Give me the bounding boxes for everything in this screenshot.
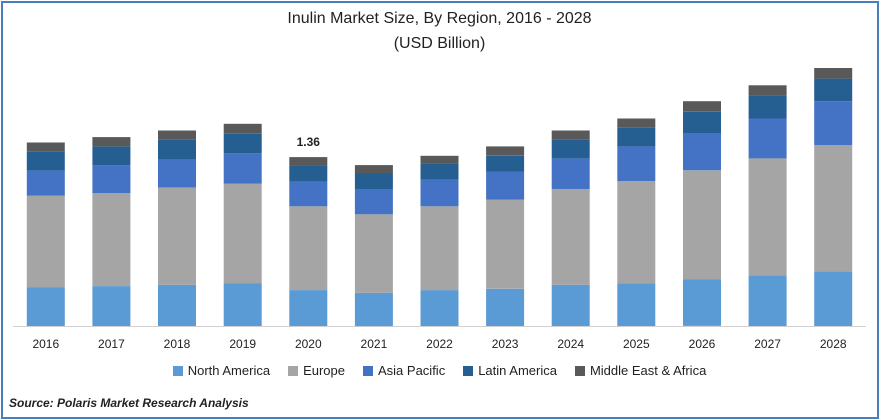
- legend-label: Asia Pacific: [378, 363, 446, 378]
- source-note: Source: Polaris Market Research Analysis: [9, 396, 249, 410]
- bar-segment-2026-latin-america: [683, 111, 721, 134]
- chart-subtitle: (USD Billion): [393, 35, 486, 52]
- bar-segment-2023-north-america: [486, 288, 525, 326]
- bar-segment-2019-middle-east-africa: [223, 123, 262, 134]
- x-tick-label: 2020: [295, 337, 322, 351]
- bar-segment-2020-middle-east-africa: [289, 157, 328, 166]
- legend-swatch: [288, 365, 299, 376]
- bar-segment-2028-middle-east-africa: [814, 68, 853, 79]
- bar-segment-2027-asia-pacific: [748, 118, 787, 159]
- bar-segment-2020-europe: [289, 206, 328, 291]
- bar-segment-2023-asia-pacific: [486, 171, 525, 200]
- bar-segment-2019-europe: [223, 183, 262, 284]
- bar-segment-2026-asia-pacific: [683, 133, 721, 171]
- bar-segment-2022-north-america: [420, 290, 459, 326]
- legend-swatch: [463, 365, 474, 376]
- bar-segment-2023-europe: [486, 199, 525, 289]
- bar-segment-2016-middle-east-africa: [26, 142, 65, 152]
- bar-segment-2018-latin-america: [158, 139, 196, 160]
- bar-segment-2017-asia-pacific: [92, 165, 131, 193]
- bar-segment-2020-asia-pacific: [289, 181, 328, 207]
- x-tick-label: 2021: [361, 337, 388, 351]
- bar-segment-2017-middle-east-africa: [92, 137, 131, 147]
- bar-segment-2026-middle-east-africa: [683, 101, 721, 112]
- legend-item-europe: Europe: [288, 363, 345, 378]
- bar-segment-2020-latin-america: [289, 165, 328, 182]
- bar-segment-2022-europe: [420, 206, 459, 291]
- bar-segment-2018-europe: [158, 187, 196, 285]
- bar-segment-2019-asia-pacific: [223, 153, 262, 184]
- bar-segment-2028-europe: [814, 145, 853, 272]
- bar-segment-2016-latin-america: [26, 151, 65, 171]
- legend-label: Latin America: [478, 363, 557, 378]
- bar-segment-2019-north-america: [223, 283, 262, 326]
- bar-segment-2024-latin-america: [551, 139, 590, 159]
- bar-segment-2022-asia-pacific: [420, 179, 459, 207]
- bar-segment-2018-asia-pacific: [158, 159, 196, 188]
- bar-segment-2022-latin-america: [420, 163, 459, 180]
- x-tick-label: 2022: [426, 337, 453, 351]
- bar-segment-2023-middle-east-africa: [486, 146, 525, 156]
- bar-segment-2024-europe: [551, 189, 590, 285]
- bar-segment-2026-north-america: [683, 279, 721, 326]
- bar-segment-2018-north-america: [158, 284, 196, 326]
- legend-item-north-america: North America: [172, 363, 271, 378]
- bar-segment-2025-latin-america: [617, 127, 656, 147]
- bar-segment-2021-latin-america: [354, 173, 393, 189]
- bar-segment-2017-europe: [92, 193, 131, 287]
- x-tick-label: 2027: [754, 337, 781, 351]
- bar-segment-2025-europe: [617, 181, 656, 284]
- data-label: 1.36: [297, 135, 321, 149]
- legend-item-asia-pacific: Asia Pacific: [363, 363, 445, 378]
- bar-segment-2021-asia-pacific: [354, 189, 393, 215]
- bar-segment-2017-north-america: [92, 286, 131, 326]
- chart-title: Inulin Market Size, By Region, 2016 - 20…: [287, 10, 592, 27]
- bar-segment-2028-asia-pacific: [814, 101, 853, 146]
- bar-segment-2017-latin-america: [92, 146, 131, 166]
- x-tick-label: 2016: [32, 337, 59, 351]
- bar-segment-2024-asia-pacific: [551, 158, 590, 189]
- bar-segment-2021-middle-east-africa: [354, 165, 393, 174]
- legend-label: North America: [187, 363, 271, 378]
- bar-segment-2016-asia-pacific: [26, 170, 65, 196]
- bar-segment-2024-middle-east-africa: [551, 130, 590, 140]
- bar-segment-2021-europe: [354, 214, 393, 293]
- bar-segment-2026-europe: [683, 170, 721, 280]
- chart-legend: North America Europe Asia Pacific Latin Ame…: [0, 363, 879, 378]
- x-tick-label: 2019: [229, 337, 256, 351]
- bar-segment-2016-europe: [26, 195, 65, 288]
- bar-segment-2027-europe: [748, 158, 787, 276]
- legend-swatch: [574, 365, 585, 376]
- bar-segment-2027-latin-america: [748, 95, 787, 119]
- legend-item-middle-east-africa: Middle East & Africa: [574, 363, 707, 378]
- bar-segment-2025-north-america: [617, 283, 656, 326]
- bar-segment-2018-middle-east-africa: [158, 130, 196, 140]
- bar-segment-2019-latin-america: [223, 133, 262, 154]
- bar-segment-2016-north-america: [26, 287, 65, 326]
- bar-segment-2027-middle-east-africa: [748, 85, 787, 96]
- legend-item-latin-america: Latin America: [463, 363, 557, 378]
- bar-segment-2028-latin-america: [814, 78, 853, 102]
- x-tick-label: 2025: [623, 337, 650, 351]
- x-tick-label: 2017: [98, 337, 125, 351]
- x-tick-label: 2018: [164, 337, 191, 351]
- bar-segment-2021-north-america: [354, 292, 393, 327]
- legend-swatch: [172, 365, 183, 376]
- x-tick-label: 2026: [689, 337, 716, 351]
- x-tick-label: 2024: [557, 337, 584, 351]
- bar-segment-2025-middle-east-africa: [617, 118, 656, 128]
- bar-segment-2027-north-america: [748, 275, 787, 326]
- bar-segment-2023-latin-america: [486, 155, 525, 172]
- bar-segment-2022-middle-east-africa: [420, 155, 459, 164]
- x-tick-label: 2028: [820, 337, 847, 351]
- legend-label: Middle East & Africa: [589, 363, 707, 378]
- bar-segment-2025-asia-pacific: [617, 146, 656, 181]
- legend-swatch: [363, 365, 373, 376]
- bar-segment-2024-north-america: [551, 284, 590, 326]
- x-tick-label: 2023: [492, 337, 519, 351]
- bar-segment-2020-north-america: [289, 290, 328, 326]
- legend-label: Europe: [303, 363, 345, 378]
- bar-segment-2028-north-america: [814, 271, 853, 326]
